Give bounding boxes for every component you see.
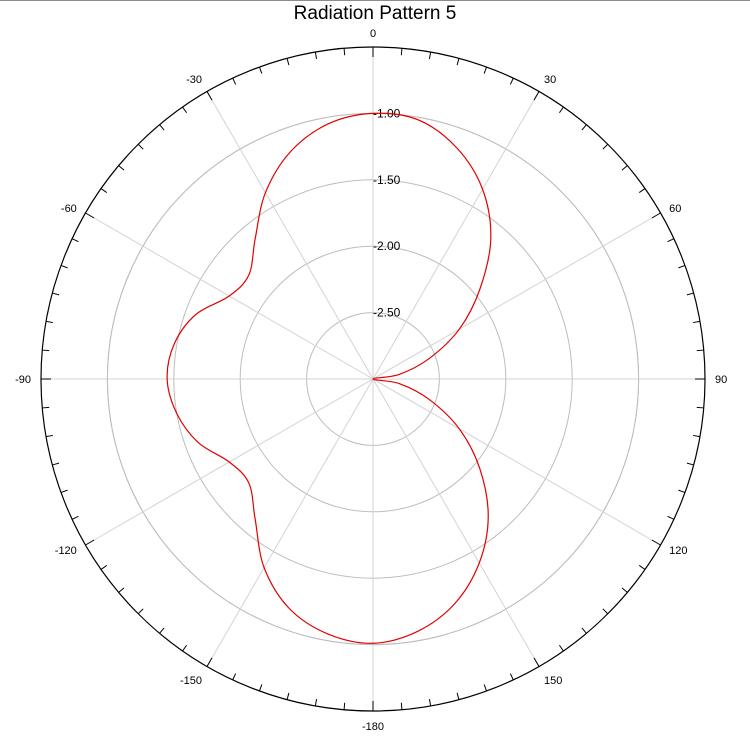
angle-tick-mark	[428, 698, 432, 707]
angle-tick-mark	[100, 565, 108, 570]
angle-tick-mark	[343, 702, 346, 710]
angle-tick-mark	[60, 489, 68, 494]
angle-tick-mark	[509, 673, 514, 681]
angle-tick-mark	[602, 143, 609, 150]
angular-grid-spoke	[372, 212, 661, 380]
angle-tick-mark	[621, 165, 628, 171]
angle-tick-mark	[456, 692, 460, 700]
angle-tick-mark	[159, 627, 165, 634]
angle-tick-label: -120	[55, 545, 77, 557]
angle-tick-mark	[483, 684, 488, 692]
angle-tick-mark	[314, 698, 318, 707]
angle-tick-mark	[314, 51, 318, 60]
angle-tick-label: -60	[61, 203, 77, 215]
angular-grid-spoke	[372, 378, 540, 667]
angle-tick-mark	[182, 644, 187, 652]
angle-tick-mark	[621, 587, 628, 593]
angle-tick-mark	[137, 608, 144, 615]
radiation-pattern-line	[166, 112, 492, 644]
angle-tick-mark	[686, 292, 694, 296]
angle-tick-mark	[509, 77, 514, 85]
angle-tick-label: 30	[544, 74, 556, 86]
angle-tick-mark	[118, 165, 125, 171]
angle-tick-mark	[60, 264, 68, 269]
angular-grid-spoke	[206, 91, 374, 380]
angle-tick-mark	[667, 238, 675, 243]
angle-tick-mark	[52, 462, 60, 466]
angle-tick-mark	[581, 627, 587, 634]
angle-tick-mark	[258, 684, 263, 692]
angle-tick-mark	[559, 644, 564, 652]
angle-tick-mark	[692, 434, 701, 438]
radial-tick-label: -2.50	[373, 306, 401, 320]
angle-tick-mark	[71, 515, 79, 520]
angle-tick-label: -30	[186, 74, 202, 86]
angle-tick-mark	[71, 238, 79, 243]
angle-tick-mark	[232, 77, 237, 85]
angle-tick-label: 0	[370, 28, 376, 40]
labels-layer: 0 30 60 90 120 150 -180 -150 -120 -90 -60 -30 -2.50 -…	[15, 28, 727, 733]
angle-tick-mark	[45, 320, 54, 324]
angle-tick-label: 150	[544, 675, 562, 687]
angle-tick-mark	[483, 66, 488, 74]
angle-tick-mark	[137, 143, 144, 150]
angle-tick-mark	[638, 188, 646, 193]
angle-tick-mark	[667, 515, 675, 520]
angle-tick-mark	[286, 58, 290, 66]
angle-tick-mark	[602, 608, 609, 615]
angle-tick-mark	[651, 539, 661, 546]
radial-tick-label: -2.00	[373, 239, 401, 253]
angle-tick-label: 90	[715, 374, 727, 386]
angle-tick-mark	[533, 91, 540, 101]
angle-tick-mark	[343, 48, 346, 56]
angular-grid-spoke	[206, 378, 374, 667]
angle-tick-label: -150	[180, 675, 202, 687]
angle-tick-mark	[85, 539, 95, 546]
angle-tick-mark	[232, 673, 237, 681]
angle-tick-mark	[85, 212, 95, 219]
chart-title: Radiation Pattern 5	[293, 3, 457, 24]
angle-tick-label: 60	[669, 203, 681, 215]
angle-tick-label: 120	[669, 545, 687, 557]
angle-tick-mark	[696, 349, 704, 352]
angle-tick-mark	[42, 349, 50, 352]
angle-tick-mark	[45, 434, 54, 438]
angle-tick-mark	[581, 124, 587, 131]
angle-tick-mark	[52, 292, 60, 296]
angle-tick-mark	[428, 51, 432, 60]
angle-tick-mark	[651, 212, 661, 219]
angle-tick-mark	[678, 489, 686, 494]
angle-tick-label: -90	[15, 374, 31, 386]
angle-tick-mark	[159, 124, 165, 131]
angle-tick-mark	[206, 91, 213, 101]
angle-tick-mark	[42, 406, 50, 409]
angle-tick-mark	[182, 106, 187, 114]
angle-tick-mark	[696, 406, 704, 409]
angle-tick-mark	[400, 48, 403, 56]
angle-tick-mark	[638, 565, 646, 570]
angle-tick-mark	[286, 692, 290, 700]
angle-tick-mark	[118, 587, 125, 593]
angular-grid-spoke	[372, 91, 540, 380]
angle-tick-mark	[692, 320, 701, 324]
radial-tick-label: -1.50	[373, 173, 401, 187]
series-layer	[166, 112, 492, 644]
angular-grid-spoke	[372, 378, 661, 546]
angle-tick-mark	[400, 702, 403, 710]
angle-tick-mark	[678, 264, 686, 269]
angle-tick-mark	[559, 106, 564, 114]
angle-tick-mark	[533, 657, 540, 667]
angle-tick-mark	[100, 188, 108, 193]
ticks-layer	[41, 47, 705, 711]
top-border	[0, 0, 750, 1]
angle-tick-mark	[206, 657, 213, 667]
angle-tick-mark	[456, 58, 460, 66]
angle-tick-mark	[258, 66, 263, 74]
angle-tick-label: -180	[362, 721, 384, 733]
angle-tick-mark	[686, 462, 694, 466]
